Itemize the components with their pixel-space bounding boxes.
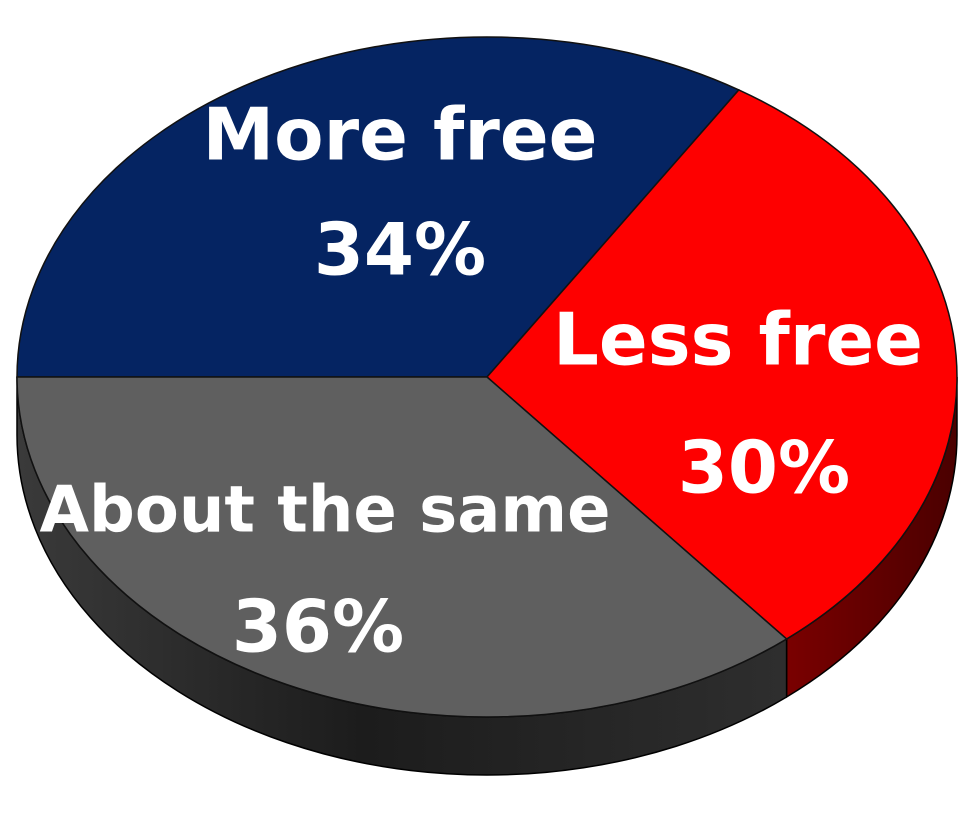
slice-more-free	[16, 36, 741, 378]
slice-label-less-free: Less free	[553, 298, 923, 382]
slice-label-more-free: More free	[202, 93, 597, 177]
pie-labels: More free 34% Less free 30% About the sa…	[40, 93, 923, 669]
slice-value-about-the-same: 36%	[232, 585, 404, 669]
pie-slices	[16, 36, 958, 718]
slice-value-more-free: 34%	[314, 208, 486, 292]
slice-value-less-free: 30%	[678, 426, 850, 510]
slice-label-about-the-same: About the same	[40, 474, 611, 548]
slice-about-the-same	[16, 376, 788, 718]
slice-less-free	[485, 89, 958, 640]
